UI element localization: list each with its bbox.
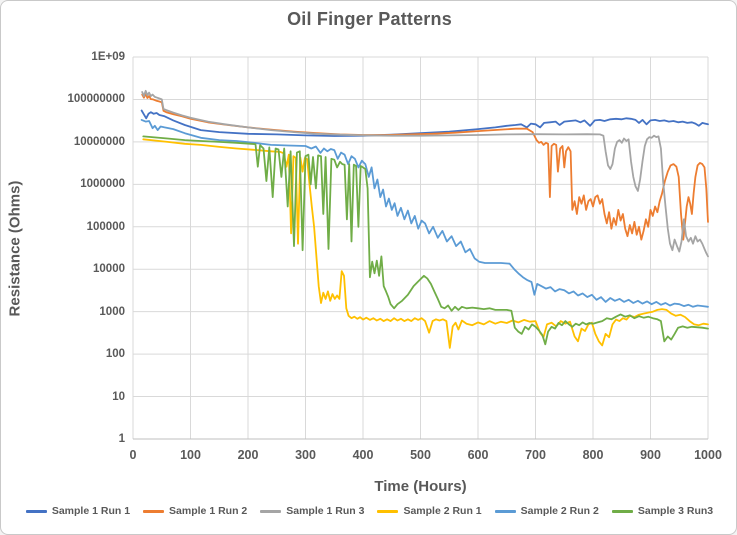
x-tick-label: 300 bbox=[295, 448, 316, 462]
x-tick-label: 200 bbox=[237, 448, 259, 462]
y-tick-label: 10 bbox=[112, 390, 125, 403]
x-tick-label: 400 bbox=[352, 448, 374, 462]
legend-item-sample-1-run-1: Sample 1 Run 1 bbox=[25, 505, 131, 517]
legend-item-sample-2-run-2: Sample 2 Run 2 bbox=[494, 505, 599, 517]
y-axis-title: Resistance (Ohms) bbox=[6, 180, 24, 317]
y-tick-label: 100000 bbox=[86, 220, 125, 233]
series-line-sample-3-run3 bbox=[142, 135, 709, 346]
series-line-sample-1-run-3 bbox=[141, 89, 709, 258]
legend-label: Sample 2 Run 1 bbox=[403, 505, 482, 517]
y-tick-label: 1000000 bbox=[80, 178, 125, 191]
x-tick-label: 800 bbox=[582, 448, 604, 462]
legend-item-sample-1-run-3: Sample 1 Run 3 bbox=[260, 505, 364, 517]
y-tick-label: 1E+09 bbox=[91, 51, 125, 63]
y-tick-label: 100000000 bbox=[67, 93, 125, 106]
series-line-sample-1-run-1 bbox=[140, 109, 709, 137]
legend-line-swatch bbox=[25, 509, 47, 513]
x-tick-label: 900 bbox=[640, 448, 661, 462]
legend-item-sample-3-run3: Sample 3 Run3 bbox=[611, 505, 714, 517]
legend-line-swatch bbox=[260, 509, 282, 513]
y-tick-label: 1 bbox=[118, 433, 125, 445]
chart-title: Oil Finger Patterns bbox=[287, 9, 452, 29]
series-line-sample-1-run-2 bbox=[141, 93, 709, 241]
legend-line-swatch bbox=[377, 509, 399, 513]
y-tick-label: 1000 bbox=[99, 305, 125, 318]
legend: Sample 1 Run 1 Sample 1 Run 2 Sample 1 Run… bbox=[1, 505, 736, 517]
x-tick-label: 600 bbox=[467, 448, 489, 462]
x-tick-label: 700 bbox=[525, 448, 546, 462]
y-tick-label: 10000000 bbox=[73, 135, 125, 148]
legend-item-sample-2-run-1: Sample 2 Run 1 bbox=[377, 505, 482, 517]
gridlines bbox=[132, 56, 709, 440]
x-tick-label: 100 bbox=[180, 448, 201, 462]
y-tick-label: 10000 bbox=[93, 263, 125, 276]
legend-line-swatch bbox=[143, 509, 165, 513]
x-tick-label: 1000 bbox=[694, 448, 722, 462]
legend-label: Sample 2 Run 2 bbox=[520, 505, 599, 517]
legend-line-swatch bbox=[611, 509, 633, 513]
legend-label: Sample 3 Run3 bbox=[637, 505, 714, 517]
series-line-sample-2-run-2 bbox=[140, 119, 709, 308]
y-tick-label: 100 bbox=[105, 348, 125, 361]
legend-label: Sample 1 Run 1 bbox=[51, 505, 131, 517]
legend-item-sample-1-run-2: Sample 1 Run 2 bbox=[143, 505, 247, 517]
x-tick-label: 0 bbox=[129, 448, 137, 462]
legend-line-swatch bbox=[494, 509, 516, 513]
series-line-sample-2-run-1 bbox=[142, 138, 709, 349]
x-tick-label: 500 bbox=[410, 448, 431, 462]
legend-label: Sample 1 Run 3 bbox=[286, 505, 365, 517]
legend-label: Sample 1 Run 2 bbox=[169, 505, 248, 517]
x-axis-title: Time (Hours) bbox=[374, 478, 467, 495]
